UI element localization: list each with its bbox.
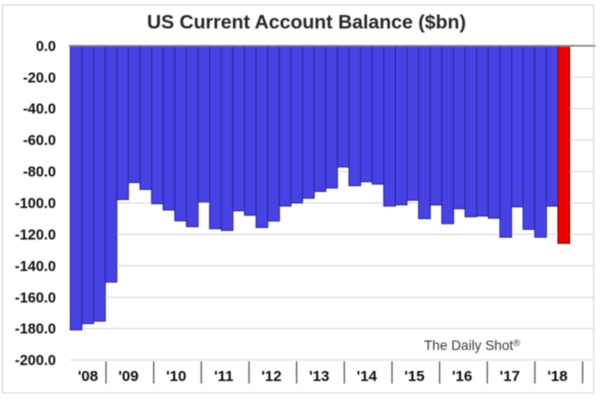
svg-text:-200.0: -200.0 — [15, 353, 56, 369]
svg-text:-120.0: -120.0 — [15, 227, 56, 243]
svg-text:The Daily Shot®: The Daily Shot® — [424, 338, 520, 353]
svg-text:'18: '18 — [547, 368, 567, 385]
svg-text:-20.0: -20.0 — [23, 70, 56, 86]
svg-text:'16: '16 — [452, 368, 472, 385]
svg-text:-60.0: -60.0 — [23, 133, 56, 149]
svg-text:'14: '14 — [357, 368, 378, 385]
svg-text:'15: '15 — [404, 368, 424, 385]
svg-text:'13: '13 — [309, 368, 329, 385]
svg-text:-180.0: -180.0 — [15, 322, 56, 338]
svg-text:'11: '11 — [214, 368, 233, 385]
svg-text:0.0: 0.0 — [36, 39, 56, 55]
svg-text:-140.0: -140.0 — [15, 259, 56, 275]
svg-text:US Current Account Balance ($b: US Current Account Balance ($bn) — [147, 12, 466, 34]
svg-text:'12: '12 — [261, 368, 281, 385]
svg-text:-40.0: -40.0 — [23, 102, 56, 118]
svg-text:'10: '10 — [166, 368, 186, 385]
svg-text:-80.0: -80.0 — [23, 165, 56, 181]
svg-text:-100.0: -100.0 — [15, 196, 56, 212]
svg-text:'17: '17 — [500, 368, 520, 385]
svg-text:-160.0: -160.0 — [15, 290, 56, 306]
svg-text:'08: '08 — [78, 368, 98, 385]
svg-text:'09: '09 — [118, 368, 138, 385]
